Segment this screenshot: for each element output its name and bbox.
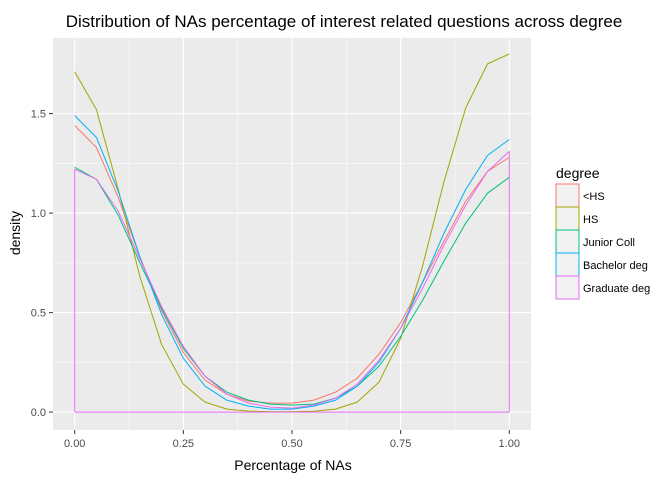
legend-item: Graduate deg — [555, 275, 650, 300]
legend-item: Junior Coll — [555, 229, 635, 254]
legend: degree <HS HS Junior Coll Bachelor deg Gradu… — [555, 165, 650, 300]
y-axis: 0.0 0.5 1.0 1.5 — [31, 109, 53, 419]
legend-title: degree — [556, 165, 600, 181]
x-tick-label: 0.75 — [390, 438, 411, 450]
legend-label: Bachelor deg — [583, 260, 648, 272]
x-axis: 0.00 0.25 0.50 0.75 1.00 — [64, 430, 520, 450]
legend-label: HS — [583, 214, 598, 226]
series-line — [74, 150, 510, 413]
legend-key — [555, 252, 580, 277]
y-tick-label: 1.0 — [31, 208, 46, 220]
x-axis-title: Percentage of NAs — [234, 457, 352, 473]
x-tick-label: 0.00 — [64, 438, 85, 450]
legend-item: HS — [555, 206, 598, 231]
legend-key — [555, 229, 580, 254]
legend-label: Graduate deg — [583, 283, 650, 295]
y-axis-title: density — [7, 211, 23, 255]
series-line — [74, 115, 510, 410]
legend-label: Junior Coll — [583, 237, 635, 249]
y-tick-label: 0.0 — [31, 407, 46, 419]
y-tick-label: 1.5 — [31, 109, 46, 121]
legend-items: <HS HS Junior Coll Bachelor deg Graduate deg — [555, 183, 650, 300]
legend-key — [555, 183, 580, 208]
legend-key — [555, 275, 580, 300]
legend-item: Bachelor deg — [555, 252, 648, 277]
x-tick-label: 0.50 — [281, 438, 302, 450]
y-tick-label: 0.5 — [31, 308, 46, 320]
series-line — [74, 166, 510, 406]
x-tick-label: 0.25 — [173, 438, 194, 450]
x-tick-label: 1.00 — [499, 438, 520, 450]
legend-label: <HS — [583, 191, 605, 203]
plot-panel — [53, 38, 531, 430]
legend-key — [555, 206, 580, 231]
chart-title: Distribution of NAs percentage of intere… — [66, 12, 623, 31]
legend-item: <HS — [555, 183, 605, 208]
